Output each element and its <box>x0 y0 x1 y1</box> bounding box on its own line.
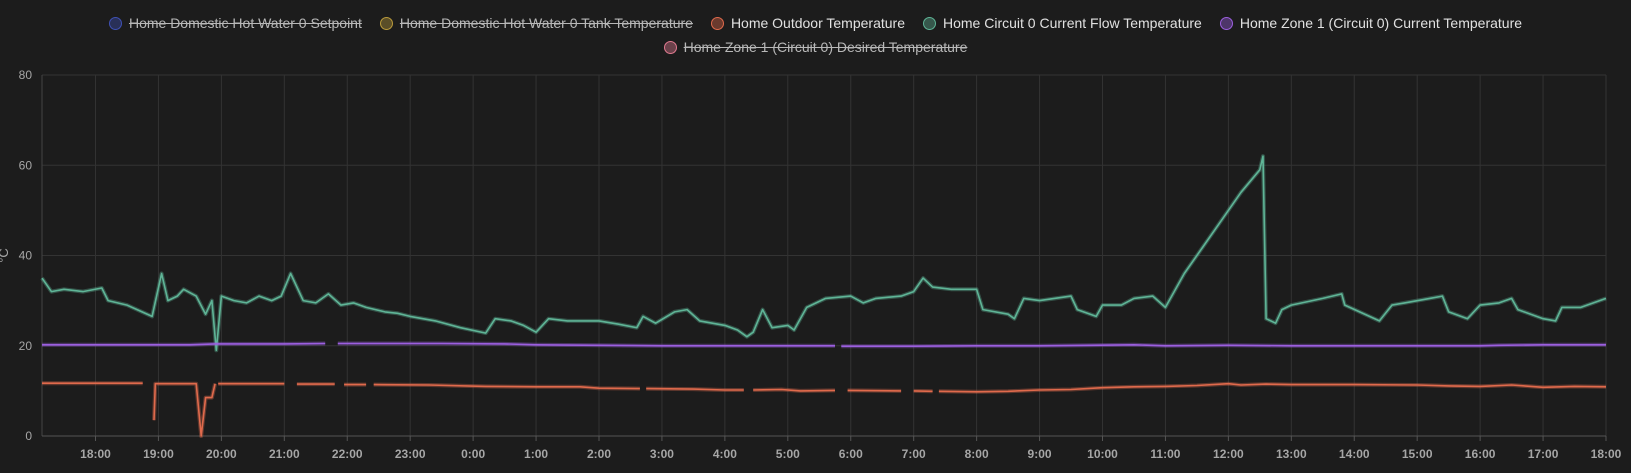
x-tick-label: 18:00 <box>80 447 111 461</box>
x-tick-label: 22:00 <box>332 447 363 461</box>
series-segment <box>153 382 216 437</box>
legend-label: Home Domestic Hot Water 0 Tank Temperatu… <box>399 15 693 31</box>
legend-label: Home Zone 1 (Circuit 0) Desired Temperat… <box>683 39 968 55</box>
x-tick-label: 7:00 <box>902 447 926 461</box>
x-tick-label: 12:00 <box>1213 447 1244 461</box>
legend-label: Home Outdoor Temperature <box>730 15 905 31</box>
y-axis-label: °C <box>0 248 11 263</box>
x-tick-label: 19:00 <box>143 447 174 461</box>
legend-swatch-icon <box>379 16 393 30</box>
chart-legend: Home Domestic Hot Water 0 Setpoint Home D… <box>0 14 1631 56</box>
axes: °C 0 20 40 60 80 18:00 19:00 20:00 21:00 22:00 23:… <box>0 68 1622 461</box>
legend-item[interactable]: Home Zone 1 (Circuit 0) Current Temperat… <box>1219 14 1523 32</box>
series-segment <box>841 344 1606 347</box>
series-segment <box>337 342 835 347</box>
x-tick-label: 16:00 <box>1465 447 1496 461</box>
x-tick-label: 20:00 <box>206 447 237 461</box>
y-tick-label: 80 <box>19 68 33 82</box>
legend-swatch-icon <box>1219 16 1233 30</box>
x-tick-label: 8:00 <box>965 447 989 461</box>
series-segment <box>373 383 640 390</box>
y-tick-label: 20 <box>19 339 33 353</box>
legend-item[interactable]: Home Outdoor Temperature <box>710 14 905 32</box>
legend-item[interactable]: Home Circuit 0 Current Flow Temperature <box>923 14 1202 32</box>
x-tick-label: 1:00 <box>524 447 548 461</box>
series-segment <box>847 389 902 392</box>
series-layer <box>40 154 1607 438</box>
series-line <box>40 154 1607 353</box>
legend-item[interactable]: Home Domestic Hot Water 0 Setpoint <box>108 14 362 32</box>
series-segment <box>41 155 1607 352</box>
x-tick-label: 18:00 <box>1591 447 1622 461</box>
series-segment <box>753 388 836 392</box>
legend-swatch-icon <box>108 16 122 30</box>
series-line <box>42 341 1606 349</box>
legend-label: Home Circuit 0 Current Flow Temperature <box>943 15 1202 31</box>
x-tick-label: 6:00 <box>839 447 863 461</box>
x-tick-label: 4:00 <box>713 447 737 461</box>
series-line <box>42 381 1607 438</box>
series-segment <box>42 342 326 346</box>
x-tick-label: 15:00 <box>1402 447 1433 461</box>
series-segment <box>938 382 1607 393</box>
x-tick-label: 13:00 <box>1276 447 1307 461</box>
legend-label: Home Zone 1 (Circuit 0) Current Temperat… <box>1239 15 1523 31</box>
x-tick-label: 21:00 <box>269 447 300 461</box>
series-segment <box>646 387 744 391</box>
x-tick-label: 2:00 <box>587 447 611 461</box>
x-tick-label: 17:00 <box>1528 447 1559 461</box>
legend-swatch-icon <box>710 16 724 30</box>
legend-item[interactable]: Home Zone 1 (Circuit 0) Desired Temperat… <box>663 38 968 56</box>
x-tick-label: 14:00 <box>1339 447 1370 461</box>
x-tick-label: 5:00 <box>776 447 800 461</box>
y-tick-label: 40 <box>19 249 33 263</box>
legend-swatch-icon <box>923 16 936 30</box>
x-tick-label: 0:00 <box>461 447 485 461</box>
x-tick-label: 3:00 <box>650 447 674 461</box>
x-tick-label: 10:00 <box>1087 447 1118 461</box>
x-tick-label: 9:00 <box>1028 447 1052 461</box>
y-tick-label: 0 <box>25 429 32 443</box>
legend-label: Home Domestic Hot Water 0 Setpoint <box>128 15 362 31</box>
legend-item[interactable]: Home Domestic Hot Water 0 Tank Temperatu… <box>379 14 693 32</box>
series-band <box>40 154 1607 353</box>
legend-swatch-icon <box>663 40 677 54</box>
series-band <box>152 381 218 438</box>
y-tick-label: 60 <box>19 158 33 172</box>
x-tick-label: 11:00 <box>1150 447 1180 461</box>
x-tick-label: 23:00 <box>395 447 426 461</box>
